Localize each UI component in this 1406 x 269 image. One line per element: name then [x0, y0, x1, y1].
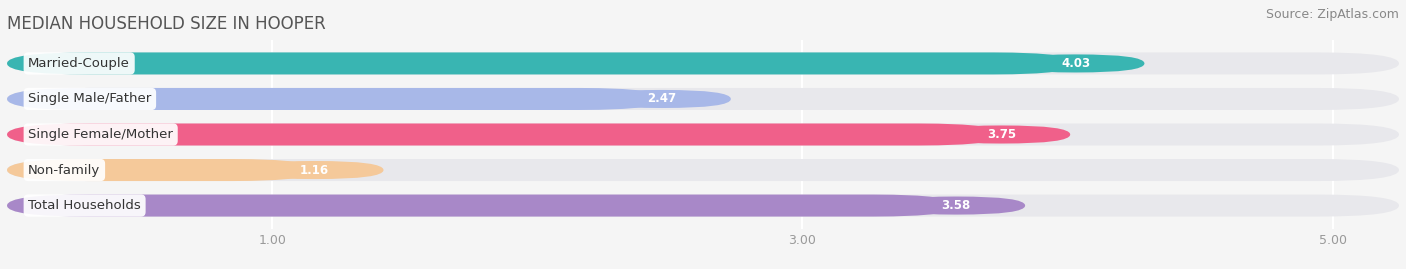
FancyBboxPatch shape — [7, 52, 1399, 75]
Text: 3.58: 3.58 — [942, 199, 970, 212]
FancyBboxPatch shape — [7, 194, 1399, 217]
FancyBboxPatch shape — [887, 197, 1025, 215]
FancyBboxPatch shape — [1007, 54, 1144, 72]
Text: MEDIAN HOUSEHOLD SIZE IN HOOPER: MEDIAN HOUSEHOLD SIZE IN HOOPER — [7, 15, 326, 33]
Text: Non-family: Non-family — [28, 164, 100, 176]
FancyBboxPatch shape — [7, 123, 1001, 146]
FancyBboxPatch shape — [7, 159, 315, 181]
FancyBboxPatch shape — [7, 52, 1076, 75]
FancyBboxPatch shape — [7, 159, 1399, 181]
Text: Married-Couple: Married-Couple — [28, 57, 131, 70]
Text: 3.75: 3.75 — [987, 128, 1017, 141]
FancyBboxPatch shape — [7, 194, 956, 217]
Text: 1.16: 1.16 — [299, 164, 329, 176]
FancyBboxPatch shape — [246, 161, 384, 179]
Text: Single Female/Mother: Single Female/Mother — [28, 128, 173, 141]
FancyBboxPatch shape — [593, 90, 731, 108]
Text: 4.03: 4.03 — [1062, 57, 1090, 70]
FancyBboxPatch shape — [932, 125, 1070, 144]
FancyBboxPatch shape — [7, 123, 1399, 146]
Text: Single Male/Father: Single Male/Father — [28, 93, 152, 105]
FancyBboxPatch shape — [7, 88, 662, 110]
Text: Source: ZipAtlas.com: Source: ZipAtlas.com — [1265, 8, 1399, 21]
FancyBboxPatch shape — [7, 88, 1399, 110]
Text: Total Households: Total Households — [28, 199, 141, 212]
Text: 2.47: 2.47 — [647, 93, 676, 105]
